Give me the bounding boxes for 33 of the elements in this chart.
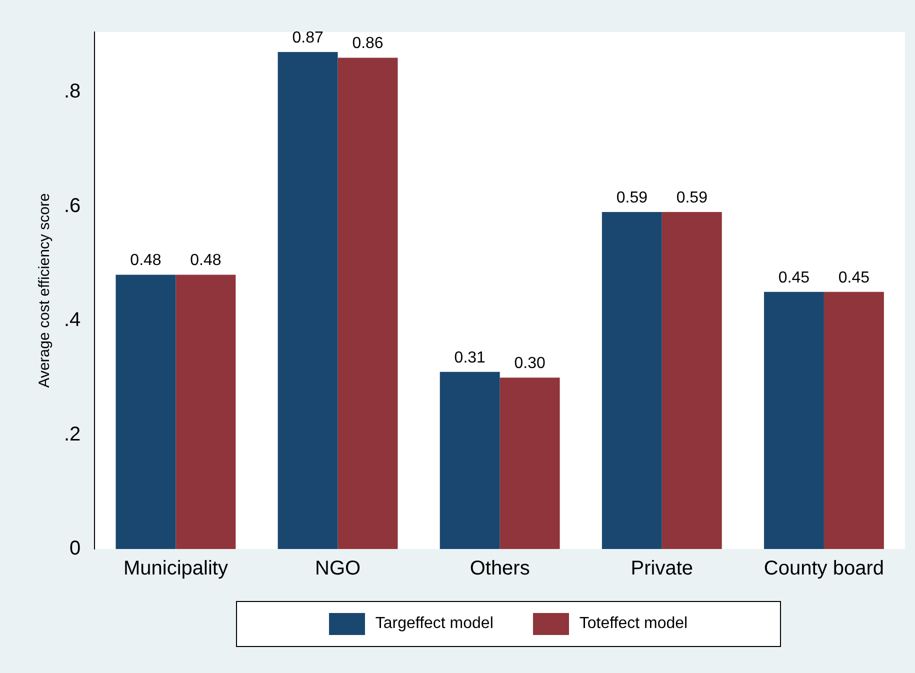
bar	[176, 274, 236, 549]
data-label: 0.86	[352, 35, 384, 52]
y-tick-label: 0	[70, 538, 81, 560]
bar	[602, 212, 662, 549]
bar	[440, 372, 500, 549]
bar	[338, 58, 398, 549]
bar	[500, 378, 560, 549]
x-tick-label: County board	[764, 558, 884, 580]
legend-label: Targeffect model	[375, 615, 494, 633]
bar	[278, 52, 338, 549]
bar	[764, 292, 824, 549]
x-tick-label: NGO	[314, 558, 361, 580]
y-axis-title: Average cost efficiency score	[36, 193, 54, 388]
data-label: 0.45	[778, 269, 810, 286]
legend-label: Toteffect model	[579, 615, 688, 633]
y-tick-label: .2	[64, 423, 81, 446]
x-tick-label: Private	[630, 558, 694, 580]
y-tick-label: .6	[64, 194, 81, 217]
bar	[824, 292, 884, 549]
bar	[662, 212, 722, 549]
data-label: 0.30	[514, 355, 546, 372]
data-label: 0.87	[292, 29, 324, 46]
bar	[116, 274, 176, 549]
data-label: 0.31	[454, 349, 486, 366]
x-tick-label: Others	[470, 558, 530, 580]
data-label: 0.59	[676, 189, 708, 206]
y-tick-label: .4	[64, 309, 81, 332]
data-label: 0.59	[616, 189, 648, 206]
data-label: 0.48	[130, 252, 162, 270]
y-tick-label: .8	[64, 80, 81, 102]
x-tick-label: Municipality	[123, 558, 228, 580]
data-label: 0.48	[190, 252, 222, 270]
data-label: 0.45	[838, 269, 870, 286]
